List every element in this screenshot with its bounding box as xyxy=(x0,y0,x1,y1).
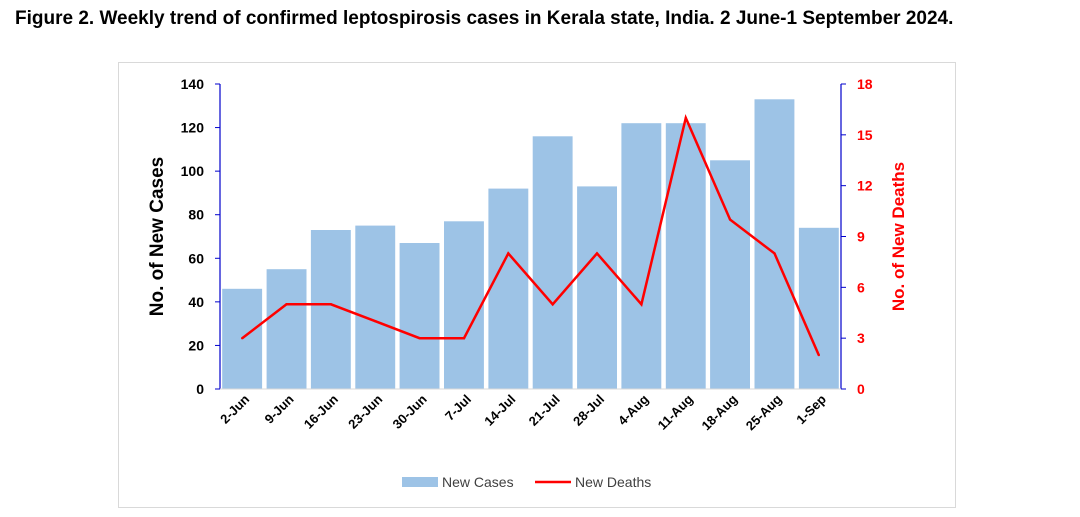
series-line-new-deaths xyxy=(241,113,820,356)
x-tick-label-4-Aug: 4-Aug xyxy=(615,391,652,428)
x-tick-label-25-Aug: 25-Aug xyxy=(743,391,785,433)
death-point-30-Jun xyxy=(418,337,421,340)
legend-label-new-deaths: New Deaths xyxy=(575,474,651,490)
death-point-4-Aug xyxy=(640,303,643,306)
x-tick-label-11-Aug: 11-Aug xyxy=(655,391,696,432)
y-axis-title-right: No. of New Deaths xyxy=(889,162,908,311)
bar-18-Aug xyxy=(710,160,750,390)
x-tick-label-21-Jul: 21-Jul xyxy=(526,392,563,429)
bar-30-Jun xyxy=(399,243,440,389)
legend: New Cases New Deaths xyxy=(402,474,651,490)
y-tick-label-right-6: 6 xyxy=(857,279,865,295)
x-tick-label-23-Jun: 23-Jun xyxy=(345,391,385,431)
death-point-1-Sep xyxy=(817,353,820,357)
death-point-16-Jun xyxy=(329,303,333,306)
y-tick-label-left-100: 100 xyxy=(181,163,205,179)
bar-9-Jun xyxy=(266,269,307,389)
y-tick-label-left-140: 140 xyxy=(181,76,205,92)
y-tick-label-right-12: 12 xyxy=(857,178,873,194)
y-tick-label-left-20: 20 xyxy=(188,337,204,353)
bar-28-Jul xyxy=(577,186,617,389)
x-tick-label-28-Jul: 28-Jul xyxy=(570,392,607,429)
deaths-line-group xyxy=(241,113,820,357)
y-tick-label-left-0: 0 xyxy=(196,381,204,397)
y-tick-label-right-0: 0 xyxy=(857,381,865,397)
x-tick-label-18-Aug: 18-Aug xyxy=(698,391,740,433)
death-point-14-Jul xyxy=(507,252,510,255)
death-point-2-Jun xyxy=(241,337,244,340)
death-point-21-Jul xyxy=(551,303,554,306)
death-point-23-Jun xyxy=(374,320,377,323)
x-tick-label-2-Jun: 2-Jun xyxy=(217,391,252,426)
bar-7-Jul xyxy=(444,221,484,390)
y-tick-label-left-60: 60 xyxy=(188,250,204,266)
chart-frame xyxy=(118,62,956,508)
y-tick-label-left-40: 40 xyxy=(188,294,204,310)
legend-label-new-cases: New Cases xyxy=(442,474,514,490)
death-point-9-Jun xyxy=(285,303,288,306)
bar-1-Sep xyxy=(798,227,839,389)
legend-swatch-new-cases xyxy=(402,477,438,487)
x-tick-label-14-Jul: 14-Jul xyxy=(481,392,518,429)
figure-title: Figure 2. Weekly trend of confirmed lept… xyxy=(15,8,954,29)
death-point-28-Jul xyxy=(595,252,599,255)
x-tick-label-9-Jun: 9-Jun xyxy=(262,391,297,426)
x-tick-label-16-Jun: 16-Jun xyxy=(301,391,341,431)
y-tick-label-right-3: 3 xyxy=(857,330,865,346)
death-point-11-Aug xyxy=(684,116,687,120)
y-tick-label-right-15: 15 xyxy=(857,127,873,143)
bar-11-Aug xyxy=(665,123,706,389)
death-point-7-Jul xyxy=(462,337,466,340)
x-tick-label-7-Jul: 7-Jul xyxy=(442,392,474,424)
y-tick-label-left-80: 80 xyxy=(188,207,204,223)
y-axis-title-left: No. of New Cases xyxy=(147,157,168,316)
x-tick-label-1-Sep: 1-Sep xyxy=(793,391,829,427)
x-tick-label-30-Jun: 30-Jun xyxy=(389,391,429,431)
bars-group xyxy=(222,99,839,390)
y-tick-label-right-9: 9 xyxy=(857,229,865,245)
bar-4-Aug xyxy=(621,123,662,389)
y-tick-label-right-18: 18 xyxy=(857,76,873,92)
death-point-18-Aug xyxy=(728,218,732,221)
y-tick-label-left-120: 120 xyxy=(181,120,205,136)
death-point-25-Aug xyxy=(773,252,776,255)
axes-group xyxy=(215,83,846,390)
bar-14-Jul xyxy=(488,188,529,389)
bar-21-Jul xyxy=(532,136,573,389)
bar-23-Jun xyxy=(355,225,396,389)
